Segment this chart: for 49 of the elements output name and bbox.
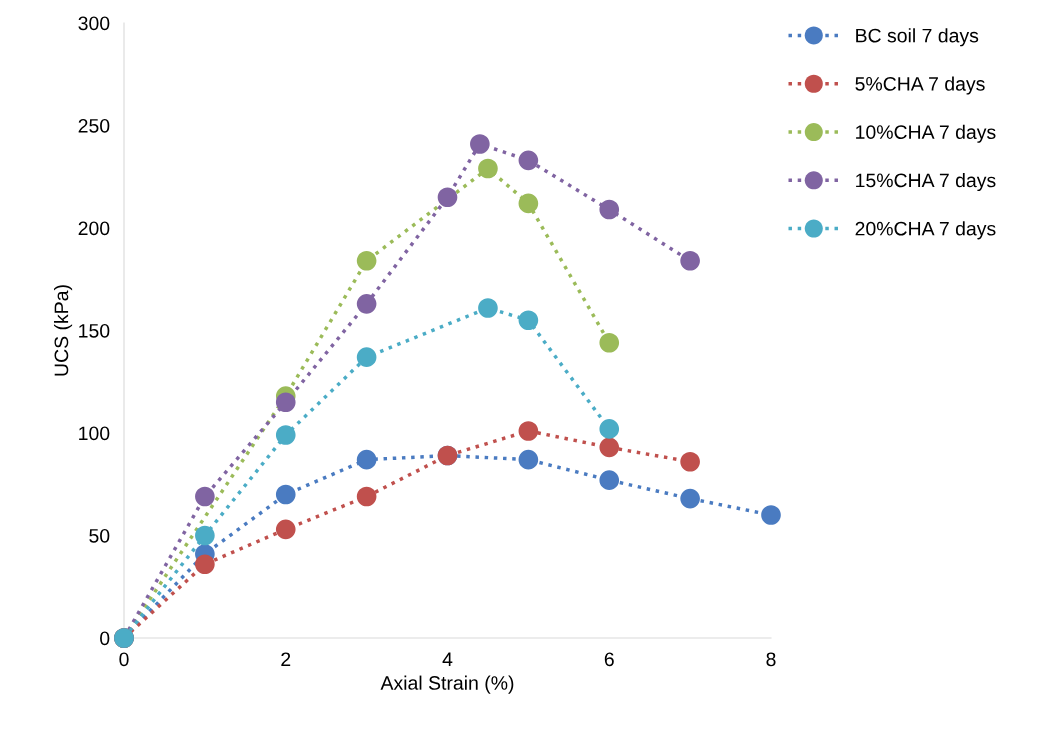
point [275,425,296,445]
point [356,250,377,271]
point [518,449,539,470]
y-tick-label: 200 [78,221,110,236]
point [437,187,458,208]
y-tick-label: 100 [79,426,110,441]
y-tick-label: 300 [78,16,110,31]
point [518,193,539,214]
point [356,294,377,314]
point [275,519,296,540]
point [356,449,377,470]
x-tick-label: 0 [119,652,129,667]
legend-label: 15%CHA 7 days [856,172,996,192]
point [478,298,498,318]
point [356,486,377,507]
point [680,451,700,472]
point [195,486,215,507]
x-tick-label: 2 [281,652,291,666]
x-tick-label: 6 [604,652,614,667]
point [599,470,620,490]
point [599,332,620,353]
x-axis-title: Axial Strain (%) [380,675,514,694]
point [518,421,539,441]
point [599,199,620,220]
point [680,250,700,271]
point [518,150,539,171]
point [518,310,539,331]
legend-label: 10%CHA 7 days [856,124,996,143]
point [195,554,215,575]
point [275,392,296,413]
point [599,419,620,439]
point [356,347,377,367]
point [761,505,781,525]
point [680,488,700,509]
point [478,158,498,179]
point [275,484,296,505]
y-axis-title: UCS (kPa) [53,285,73,376]
x-tick-label: 4 [442,652,453,666]
y-tick-label: 0 [100,631,110,646]
point [195,525,215,546]
y-tick-label: 250 [78,118,110,133]
point [470,134,490,154]
y-tick-label: 50 [89,528,110,543]
legend-label: BC soil 7 days [856,28,979,47]
y-tick-label: 150 [79,323,110,338]
legend-label: 20%CHA 7 days [855,221,996,240]
legend-label: 5%CHA 7 days [855,76,985,95]
x-tick-label: 8 [766,652,776,667]
point [599,437,620,458]
